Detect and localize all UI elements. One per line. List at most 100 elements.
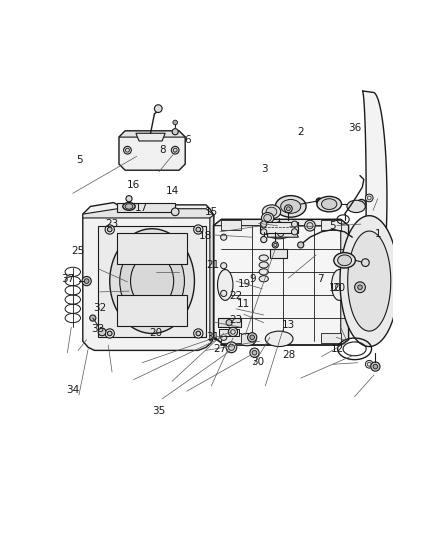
Circle shape <box>291 221 298 227</box>
Polygon shape <box>117 295 187 326</box>
Circle shape <box>85 279 89 284</box>
Polygon shape <box>210 215 214 341</box>
Text: 21: 21 <box>206 260 219 270</box>
Ellipse shape <box>347 200 365 213</box>
Text: 33: 33 <box>92 324 105 334</box>
Circle shape <box>226 320 232 326</box>
Circle shape <box>247 333 257 342</box>
Ellipse shape <box>334 253 355 268</box>
Polygon shape <box>119 131 185 137</box>
Circle shape <box>365 360 373 368</box>
Circle shape <box>221 234 227 240</box>
Text: 10: 10 <box>329 282 343 293</box>
Polygon shape <box>218 318 240 327</box>
Ellipse shape <box>123 203 135 210</box>
Text: 15: 15 <box>205 207 218 217</box>
Circle shape <box>272 242 279 248</box>
Polygon shape <box>221 334 240 343</box>
Polygon shape <box>340 216 399 346</box>
Circle shape <box>171 147 179 154</box>
Polygon shape <box>98 225 206 337</box>
Circle shape <box>105 225 114 234</box>
Circle shape <box>228 344 234 350</box>
Text: 6: 6 <box>184 135 191 145</box>
Circle shape <box>355 282 365 293</box>
Circle shape <box>261 237 267 243</box>
Polygon shape <box>83 203 214 350</box>
Text: 1: 1 <box>374 229 381 239</box>
Polygon shape <box>117 203 175 212</box>
Text: 25: 25 <box>71 246 85 256</box>
Circle shape <box>250 348 259 357</box>
Ellipse shape <box>266 207 277 216</box>
Circle shape <box>221 334 227 341</box>
Circle shape <box>107 331 112 336</box>
Text: 34: 34 <box>66 385 79 395</box>
Circle shape <box>172 128 178 135</box>
Text: 36: 36 <box>348 123 361 133</box>
Circle shape <box>221 263 227 269</box>
Ellipse shape <box>276 196 306 217</box>
Circle shape <box>316 198 322 204</box>
Ellipse shape <box>259 255 268 261</box>
Circle shape <box>250 335 254 340</box>
Polygon shape <box>321 334 341 343</box>
Circle shape <box>304 220 315 231</box>
Ellipse shape <box>259 269 268 275</box>
Circle shape <box>90 315 96 321</box>
Circle shape <box>228 327 237 336</box>
Circle shape <box>105 329 114 338</box>
Circle shape <box>107 227 112 232</box>
Polygon shape <box>214 220 349 345</box>
Ellipse shape <box>237 334 256 346</box>
Circle shape <box>373 364 378 369</box>
Text: 9: 9 <box>250 274 257 285</box>
Circle shape <box>155 105 162 112</box>
Circle shape <box>276 222 283 230</box>
Ellipse shape <box>265 331 293 346</box>
Text: 11: 11 <box>237 299 250 309</box>
Circle shape <box>194 225 203 234</box>
Text: 22: 22 <box>230 291 243 301</box>
Text: 2: 2 <box>297 127 304 136</box>
Ellipse shape <box>218 270 233 301</box>
Ellipse shape <box>332 270 347 301</box>
Text: 20: 20 <box>149 328 162 338</box>
Ellipse shape <box>261 213 274 223</box>
Polygon shape <box>83 209 214 218</box>
Ellipse shape <box>259 262 268 268</box>
Circle shape <box>126 196 132 202</box>
Polygon shape <box>117 233 187 264</box>
Circle shape <box>98 328 106 336</box>
Polygon shape <box>119 131 185 170</box>
Ellipse shape <box>259 276 268 282</box>
Text: 31: 31 <box>206 332 219 342</box>
Polygon shape <box>260 222 298 233</box>
Circle shape <box>365 194 373 202</box>
Ellipse shape <box>265 223 293 239</box>
Ellipse shape <box>281 199 301 213</box>
Polygon shape <box>348 231 391 331</box>
Polygon shape <box>268 230 298 237</box>
Ellipse shape <box>120 241 184 321</box>
Ellipse shape <box>338 255 352 265</box>
Text: 13: 13 <box>282 320 295 329</box>
Polygon shape <box>362 91 387 306</box>
Circle shape <box>298 242 304 248</box>
Circle shape <box>221 290 227 296</box>
Circle shape <box>261 229 267 235</box>
Circle shape <box>357 199 366 209</box>
Circle shape <box>358 285 362 289</box>
Text: 5: 5 <box>76 156 83 165</box>
Polygon shape <box>221 220 240 230</box>
Text: 16: 16 <box>127 180 140 190</box>
Text: 27: 27 <box>213 344 226 354</box>
Text: 23: 23 <box>230 316 243 326</box>
Circle shape <box>171 208 179 216</box>
Circle shape <box>286 207 290 211</box>
Ellipse shape <box>317 196 342 212</box>
Circle shape <box>196 227 201 232</box>
Text: 28: 28 <box>282 350 295 360</box>
Text: 17: 17 <box>135 203 148 213</box>
Text: 7: 7 <box>317 274 324 285</box>
